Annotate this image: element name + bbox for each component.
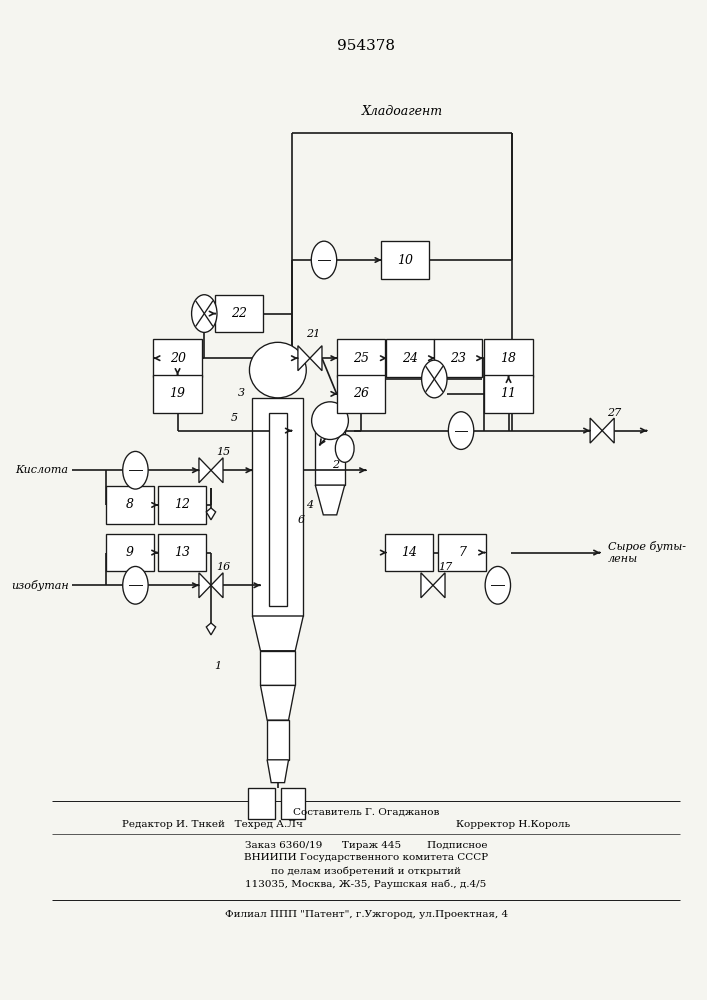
Bar: [260, 651, 296, 685]
Polygon shape: [298, 346, 310, 371]
Polygon shape: [211, 573, 223, 598]
Text: Заказ 6360/19      Тираж 445        Подписное: Заказ 6360/19 Тираж 445 Подписное: [245, 841, 487, 850]
Text: 3: 3: [238, 388, 245, 398]
Bar: [315, 421, 345, 485]
Circle shape: [123, 566, 148, 604]
Text: 11: 11: [501, 387, 517, 400]
Bar: [386, 339, 434, 377]
Text: 17: 17: [438, 562, 452, 572]
Ellipse shape: [250, 342, 306, 398]
Polygon shape: [211, 458, 223, 483]
Text: 113035, Москва, Ж-35, Раушская наб., д.4/5: 113035, Москва, Ж-35, Раушская наб., д.4…: [245, 879, 486, 889]
Text: 2: 2: [332, 460, 339, 470]
Text: 23: 23: [450, 352, 467, 365]
Bar: [153, 375, 201, 413]
Bar: [158, 486, 206, 524]
Bar: [337, 339, 385, 377]
Text: ВНИИПИ Государственного комитета СССР: ВНИИПИ Государственного комитета СССР: [244, 853, 488, 862]
Text: 4: 4: [306, 500, 313, 510]
Polygon shape: [421, 573, 433, 598]
Text: 22: 22: [231, 307, 247, 320]
Text: 26: 26: [353, 387, 369, 400]
Circle shape: [421, 360, 447, 398]
Bar: [434, 339, 482, 377]
Text: Редактор И. Тнкей   Техред А.Лч: Редактор И. Тнкей Техред А.Лч: [122, 820, 303, 829]
Bar: [281, 788, 305, 819]
Bar: [106, 534, 154, 571]
Polygon shape: [260, 685, 296, 720]
Text: 6: 6: [298, 515, 305, 525]
Bar: [385, 534, 433, 571]
Circle shape: [311, 241, 337, 279]
Bar: [248, 788, 275, 819]
Circle shape: [123, 451, 148, 489]
Text: 9: 9: [126, 546, 134, 559]
Text: 10: 10: [397, 254, 413, 267]
Polygon shape: [267, 760, 288, 783]
Circle shape: [485, 566, 510, 604]
Text: Хладоагент: Хладоагент: [361, 105, 443, 118]
Text: 20: 20: [170, 352, 185, 365]
Text: Составитель Г. Огаджанов: Составитель Г. Огаджанов: [293, 808, 439, 817]
Text: Филиал ППП "Патент", г.Ужгород, ул.Проектная, 4: Филиал ППП "Патент", г.Ужгород, ул.Проек…: [225, 910, 508, 919]
Text: 18: 18: [501, 352, 517, 365]
Bar: [252, 398, 303, 616]
Text: изобутан: изобутан: [11, 580, 69, 591]
Text: Корректор Н.Король: Корректор Н.Король: [456, 820, 571, 829]
Text: по делам изобретений и открытий: по делам изобретений и открытий: [271, 866, 461, 876]
Bar: [153, 339, 201, 377]
Text: 1: 1: [214, 661, 221, 671]
Polygon shape: [252, 616, 303, 651]
Text: 7: 7: [458, 546, 467, 559]
Ellipse shape: [312, 402, 349, 440]
Polygon shape: [199, 458, 211, 483]
Bar: [267, 720, 288, 760]
Bar: [158, 534, 206, 571]
Circle shape: [448, 412, 474, 449]
Text: 15: 15: [216, 447, 230, 457]
Bar: [484, 339, 532, 377]
Circle shape: [192, 295, 217, 332]
Text: Сырое буты-
лены: Сырое буты- лены: [608, 541, 686, 564]
Bar: [106, 486, 154, 524]
Polygon shape: [590, 418, 602, 443]
Polygon shape: [315, 485, 345, 515]
Polygon shape: [602, 418, 614, 443]
Text: 24: 24: [402, 352, 419, 365]
Text: 16: 16: [216, 562, 230, 572]
Text: 25: 25: [353, 352, 369, 365]
Polygon shape: [199, 573, 211, 598]
Bar: [381, 241, 429, 279]
Text: Кислота: Кислота: [16, 465, 69, 475]
Text: 8: 8: [126, 498, 134, 511]
Circle shape: [335, 435, 354, 462]
Text: 12: 12: [174, 498, 190, 511]
Bar: [215, 295, 263, 332]
Bar: [269, 413, 286, 606]
Text: 13: 13: [174, 546, 190, 559]
Polygon shape: [206, 508, 216, 520]
Bar: [337, 375, 385, 413]
Bar: [438, 534, 486, 571]
Polygon shape: [433, 573, 445, 598]
Text: 5: 5: [230, 413, 238, 423]
Text: 27: 27: [607, 408, 621, 418]
Polygon shape: [310, 346, 322, 371]
Polygon shape: [206, 623, 216, 635]
Bar: [484, 375, 532, 413]
Text: 14: 14: [401, 546, 417, 559]
Text: 954378: 954378: [337, 39, 395, 53]
Text: 21: 21: [306, 329, 320, 339]
Text: 19: 19: [170, 387, 185, 400]
